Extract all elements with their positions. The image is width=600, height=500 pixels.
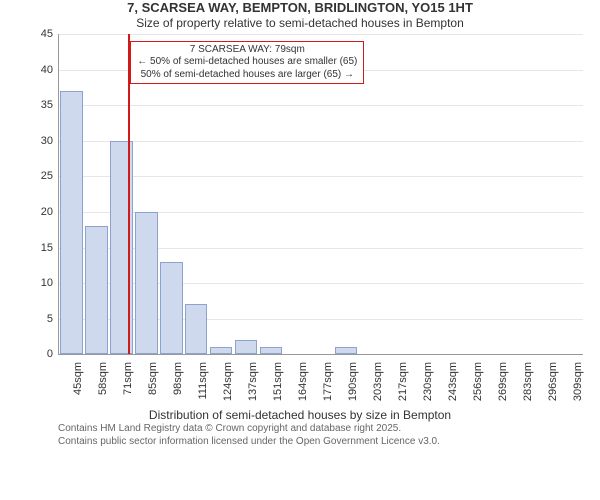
y-tick-label: 20 bbox=[41, 206, 59, 218]
x-tick-label: 230sqm bbox=[418, 362, 434, 401]
footnote: Contains HM Land Registry data © Crown c… bbox=[0, 422, 600, 448]
x-tick-label: 98sqm bbox=[168, 362, 184, 395]
x-tick-label: 269sqm bbox=[493, 362, 509, 401]
y-tick-label: 25 bbox=[41, 170, 59, 182]
x-tick-label: 58sqm bbox=[93, 362, 109, 395]
x-tick-label: 309sqm bbox=[568, 362, 584, 401]
y-tick-label: 30 bbox=[41, 135, 59, 147]
x-tick-label: 283sqm bbox=[518, 362, 534, 401]
y-tick-label: 40 bbox=[41, 64, 59, 76]
chart-title: 7, SCARSEA WAY, BEMPTON, BRIDLINGTON, YO… bbox=[0, 0, 600, 16]
gridline bbox=[59, 141, 583, 142]
chart-subtitle: Size of property relative to semi-detach… bbox=[0, 16, 600, 30]
histogram-bar bbox=[335, 347, 357, 354]
y-tick-label: 35 bbox=[41, 99, 59, 111]
histogram-bar bbox=[210, 347, 232, 354]
x-tick-label: 124sqm bbox=[218, 362, 234, 401]
histogram-bar bbox=[260, 347, 282, 354]
histogram-bar bbox=[185, 304, 207, 354]
callout-line-1: 7 SCARSEA WAY: 79sqm bbox=[137, 44, 357, 57]
histogram-bar bbox=[85, 226, 107, 354]
y-tick-label: 10 bbox=[41, 277, 59, 289]
x-tick-label: 137sqm bbox=[243, 362, 259, 401]
x-tick-label: 151sqm bbox=[268, 362, 284, 401]
x-tick-label: 190sqm bbox=[343, 362, 359, 401]
gridline bbox=[59, 105, 583, 106]
y-tick-label: 15 bbox=[41, 242, 59, 254]
x-tick-label: 243sqm bbox=[443, 362, 459, 401]
y-tick-label: 45 bbox=[41, 28, 59, 40]
x-tick-label: 45sqm bbox=[68, 362, 84, 395]
x-tick-label: 164sqm bbox=[293, 362, 309, 401]
callout-line-3: 50% of semi-detached houses are larger (… bbox=[137, 69, 357, 82]
histogram-bar bbox=[235, 340, 257, 354]
x-tick-label: 85sqm bbox=[143, 362, 159, 395]
callout-line-2: ← 50% of semi-detached houses are smalle… bbox=[137, 56, 357, 69]
property-callout: 7 SCARSEA WAY: 79sqm← 50% of semi-detach… bbox=[130, 41, 364, 85]
x-tick-label: 217sqm bbox=[393, 362, 409, 401]
x-tick-label: 203sqm bbox=[368, 362, 384, 401]
chart-area: Number of semi-detached properties 05101… bbox=[0, 30, 600, 408]
y-tick-label: 0 bbox=[47, 348, 59, 360]
y-tick-label: 5 bbox=[47, 313, 59, 325]
x-tick-label: 177sqm bbox=[318, 362, 334, 401]
gridline bbox=[59, 176, 583, 177]
histogram-bar bbox=[160, 262, 182, 354]
x-tick-label: 256sqm bbox=[468, 362, 484, 401]
x-tick-label: 296sqm bbox=[543, 362, 559, 401]
footnote-line-2: Contains public sector information licen… bbox=[58, 436, 440, 447]
footnote-line-1: Contains HM Land Registry data © Crown c… bbox=[58, 423, 401, 434]
plot-region: 05101520253035404545sqm58sqm71sqm85sqm98… bbox=[58, 34, 583, 355]
x-tick-label: 111sqm bbox=[193, 362, 209, 400]
histogram-bar bbox=[60, 91, 82, 354]
gridline bbox=[59, 34, 583, 35]
x-tick-label: 71sqm bbox=[118, 362, 134, 395]
histogram-bar bbox=[135, 212, 157, 354]
x-axis-label: Distribution of semi-detached houses by … bbox=[0, 408, 600, 422]
